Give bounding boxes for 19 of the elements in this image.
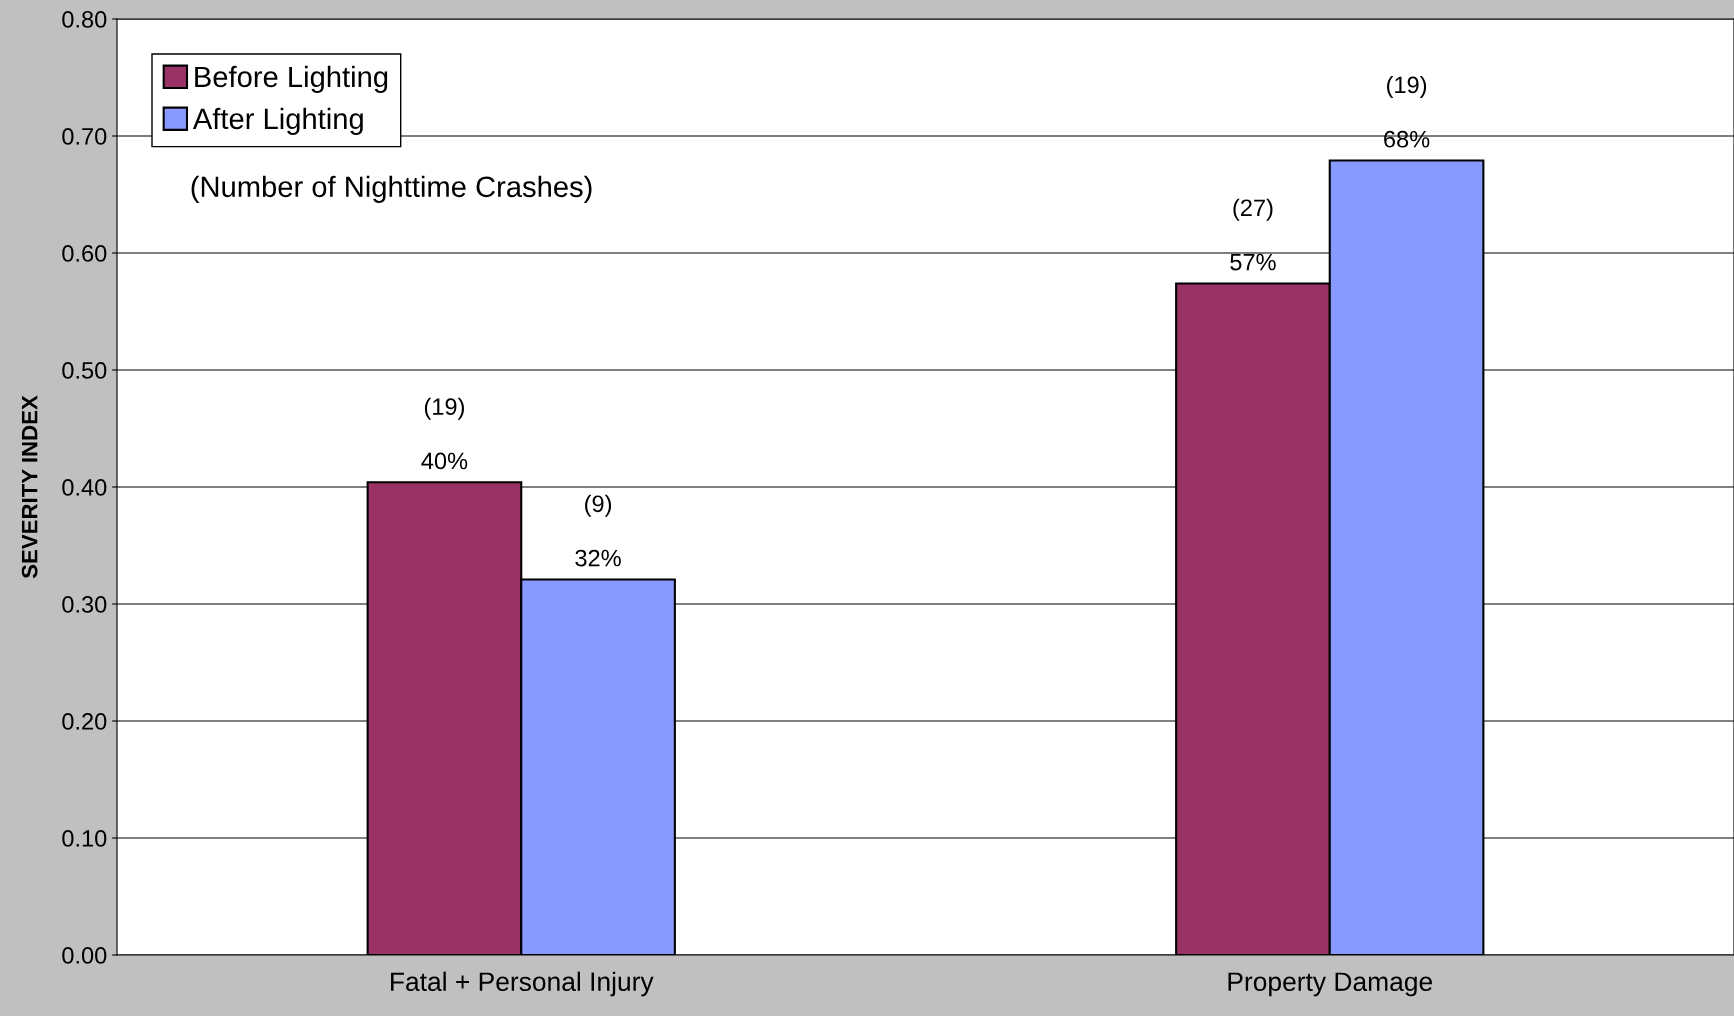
y-tick-label: 0.30 bbox=[62, 596, 107, 613]
x-tick-label: Fatal + Personal Injury bbox=[391, 971, 654, 997]
y-tick-label: 0.00 bbox=[62, 947, 107, 964]
legend-label: Before Lighting bbox=[195, 65, 388, 94]
x-tick-label: Property Damage bbox=[1228, 972, 1432, 997]
y-tick-label: 0.70 bbox=[62, 128, 107, 145]
y-tick-label: 0.50 bbox=[62, 362, 107, 379]
y-tick-label: 0.40 bbox=[62, 479, 107, 496]
text: (27) 57% bbox=[1230, 198, 1276, 271]
y-tick-label: 0.80 bbox=[62, 11, 107, 28]
y-axis-title: SEVERITY INDEX bbox=[21, 395, 38, 579]
y-tick-label: 0.60 bbox=[62, 245, 107, 262]
annotation: (Number of Nighttime Crashes) bbox=[191, 175, 592, 203]
legend-label: After Lighting bbox=[192, 107, 363, 135]
y-tick-label: 0.10 bbox=[62, 830, 107, 847]
text: (19) 40% bbox=[421, 397, 468, 470]
text: (19) 68% bbox=[1384, 75, 1430, 148]
text: (9) 32% bbox=[575, 494, 621, 567]
y-tick-label: 0.20 bbox=[62, 713, 107, 730]
